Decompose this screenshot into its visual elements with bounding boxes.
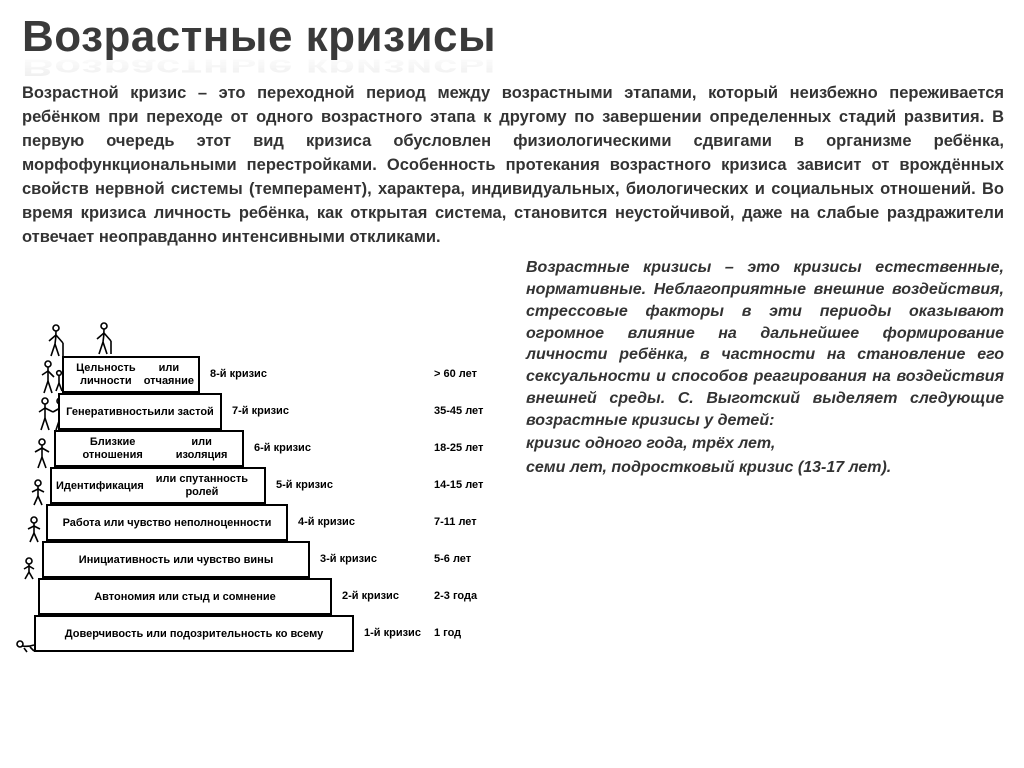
figure-5: [32, 437, 52, 474]
crisis-label-4: 4-й кризис: [298, 516, 355, 528]
stair-step-5: Идентификацияили спутанность ролей: [50, 467, 266, 504]
crisis-label-3: 3-й кризис: [320, 553, 377, 565]
crises-list-line-1: кризис одного года, трёх лет,: [526, 433, 1004, 455]
crisis-label-8: 8-й кризис: [210, 368, 267, 380]
stair-step-6: Близкие отношенияили изоляция: [54, 430, 244, 467]
age-label-1: 1 год: [434, 627, 461, 639]
lower-row: Доверчивость или подозрительность ко все…: [0, 249, 1024, 677]
age-label-6: 18-25 лет: [434, 442, 483, 454]
age-label-2: 2-3 года: [434, 590, 477, 602]
paragraph-definition: Возрастной кризис – это переходной перио…: [0, 82, 1024, 249]
age-label-3: 5-6 лет: [434, 553, 471, 565]
figure-8: [44, 323, 68, 363]
figure-3: [24, 515, 44, 548]
stair-step-7: Генеративностьили застой: [58, 393, 222, 430]
crisis-label-2: 2-й кризис: [342, 590, 399, 602]
figure-1: [14, 636, 38, 659]
age-label-5: 14-15 лет: [434, 479, 483, 491]
paragraph-normative: Возрастные кризисы – это кризисы естеств…: [526, 257, 1004, 431]
stair-step-1: Доверчивость или подозрительность ко все…: [34, 615, 354, 652]
stair-step-8: Цельность личностиили отчаяние: [62, 356, 200, 393]
crises-staircase-diagram: Доверчивость или подозрительность ко все…: [14, 257, 512, 677]
crisis-label-5: 5-й кризис: [276, 479, 333, 491]
figure-4: [28, 478, 48, 511]
crises-list-line-2: семи лет, подростковый кризис (13-17 лет…: [526, 457, 1004, 479]
stair-step-2: Автономия или стыд и сомнение: [38, 578, 332, 615]
page-title: Возрастные кризисы: [0, 0, 1024, 62]
stair-step-4: Работа или чувство неполноценности: [46, 504, 288, 541]
age-label-7: 35-45 лет: [434, 405, 483, 417]
figure-top: [92, 321, 116, 361]
stair-step-3: Инициативность или чувство вины: [42, 541, 310, 578]
age-label-4: 7-11 лет: [434, 516, 477, 528]
age-label-8: > 60 лет: [434, 368, 477, 380]
crisis-label-6: 6-й кризис: [254, 442, 311, 454]
crisis-label-1: 1-й кризис: [364, 627, 421, 639]
right-column: Возрастные кризисы – это кризисы естеств…: [526, 257, 1004, 677]
figure-2: [20, 556, 38, 585]
crisis-label-7: 7-й кризис: [232, 405, 289, 417]
